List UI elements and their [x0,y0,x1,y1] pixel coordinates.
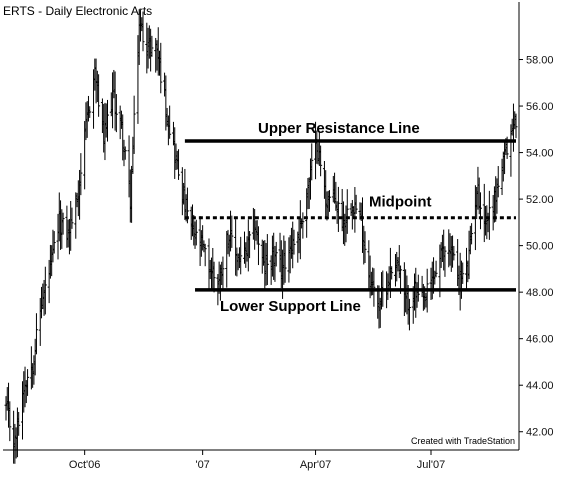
lower-support-label: Lower Support Line [220,298,361,315]
y-tick-label: 46.00 [526,334,554,346]
y-tick-label: 58.00 [526,55,554,67]
y-tick-label: 42.00 [526,427,554,439]
x-tick-label: Jul'07 [417,459,445,471]
x-axis-ticks: Oct'06 '07 Apr'07 Jul'07 [69,450,445,471]
x-tick-label: Oct'06 [69,459,100,471]
midpoint-label: Midpoint [369,194,431,211]
y-tick-label: 54.00 [526,148,554,160]
chart-title: ERTS - Daily Electronic Arts [3,4,152,18]
y-tick-label: 56.00 [526,101,554,113]
x-tick-label: '07 [195,459,209,471]
chart-credit: Created with TradeStation [411,436,515,446]
annotation-lines: Upper Resistance Line Midpoint Lower Suppo… [184,120,516,315]
y-tick-label: 48.00 [526,287,554,299]
y-tick-label: 52.00 [526,194,554,206]
y-tick-label: 50.00 [526,241,554,253]
y-tick-label: 44.00 [526,380,554,392]
y-axis-ticks: 58.00 56.00 54.00 52.00 50.00 48.00 46.00 44.00… [519,55,554,439]
upper-resistance-label: Upper Resistance Line [258,120,420,137]
ohlc-bars [4,9,518,464]
x-tick-label: Apr'07 [300,459,331,471]
